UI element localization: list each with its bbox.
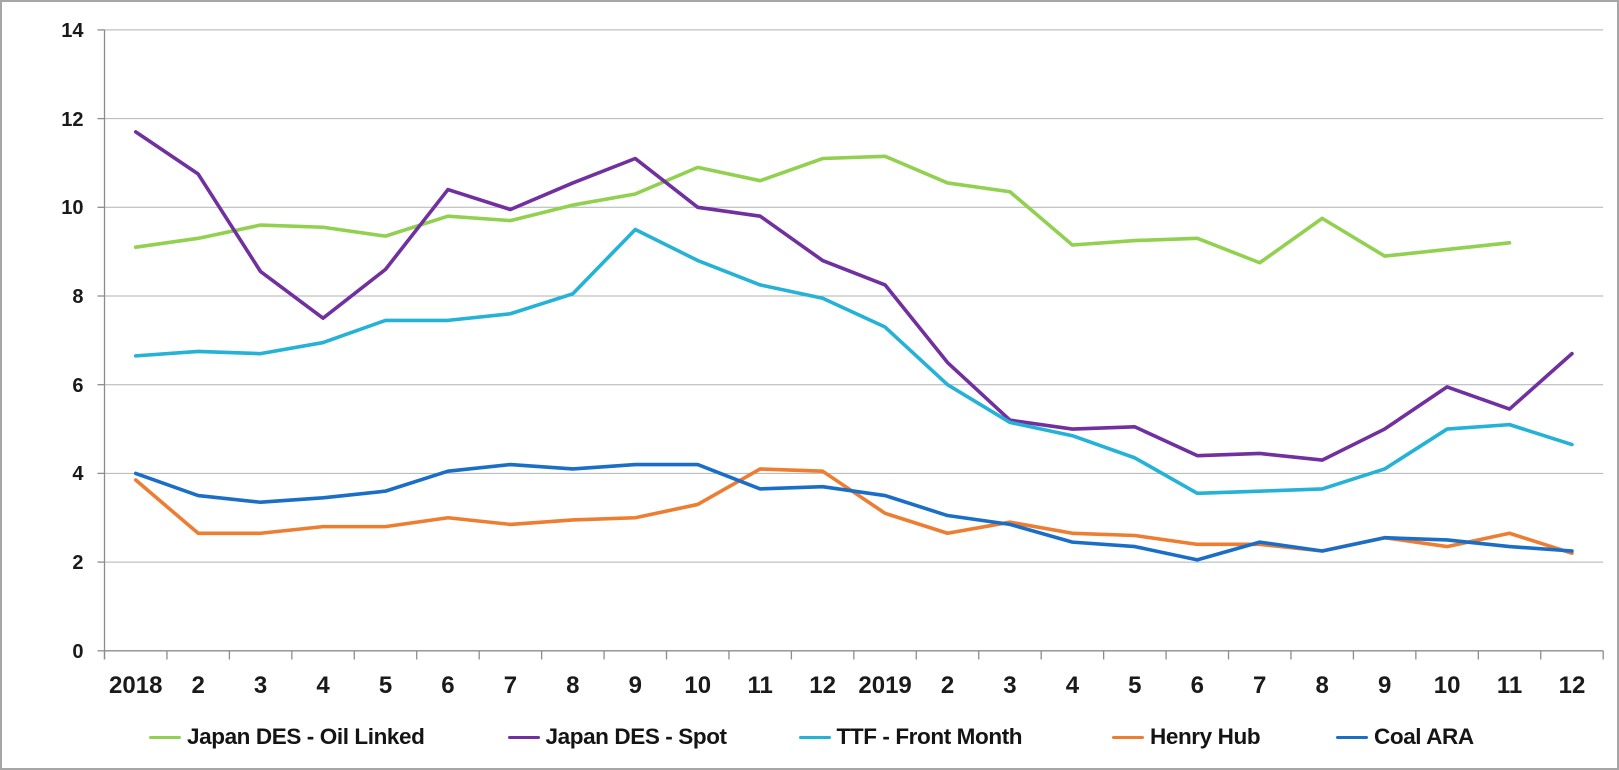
y-axis-label-0: 0 xyxy=(72,640,84,663)
x-axis-label-17: 6 xyxy=(1190,671,1204,699)
legend-swatch-2 xyxy=(798,735,831,740)
x-axis-label-16: 5 xyxy=(1128,671,1142,699)
legend-item-3: Henry Hub xyxy=(1112,722,1261,752)
x-axis-label-5: 6 xyxy=(441,671,455,699)
y-axis-label-8: 8 xyxy=(72,286,84,308)
x-axis-label-7: 8 xyxy=(566,671,580,699)
legend-swatch-1 xyxy=(507,735,540,740)
legend-label-0: Japan DES - Oil Linked xyxy=(187,724,425,750)
x-axis-label-21: 10 xyxy=(1433,671,1461,699)
legend-label-3: Henry Hub xyxy=(1150,724,1261,750)
y-axis-label-2: 2 xyxy=(72,552,84,575)
legend-swatch-4 xyxy=(1336,735,1368,740)
x-axis-label-22: 11 xyxy=(1496,671,1523,699)
legend-label-2: TTF - Front Month xyxy=(836,724,1023,750)
x-axis-label-2: 3 xyxy=(253,671,268,699)
x-axis-label-3: 4 xyxy=(316,671,330,699)
x-axis-label-12: 2019 xyxy=(858,671,912,699)
x-axis-label-4: 5 xyxy=(378,671,393,699)
legend-item-1: Japan DES - Spot xyxy=(507,722,728,752)
series-line-2 xyxy=(133,227,1574,496)
x-axis-label-1: 2 xyxy=(191,671,205,699)
legend-label-4: Coal ARA xyxy=(1374,724,1474,750)
x-axis-label-11: 12 xyxy=(809,671,836,699)
legend-swatch-0 xyxy=(149,735,181,740)
series-line-3 xyxy=(133,467,1574,556)
x-axis-label-0: 2018 xyxy=(109,671,163,699)
x-axis-label-20: 9 xyxy=(1377,671,1392,699)
legend-item-4: Coal ARA xyxy=(1336,722,1474,752)
y-axis-label-4: 4 xyxy=(72,463,84,486)
x-axis-label-10: 11 xyxy=(747,671,773,699)
legend-label-1: Japan DES - Spot xyxy=(545,724,728,750)
x-axis-label-14: 3 xyxy=(1003,671,1017,699)
x-axis-label-15: 4 xyxy=(1065,671,1080,699)
legend-item-0: Japan DES - Oil Linked xyxy=(149,722,425,752)
x-axis-label-19: 8 xyxy=(1315,671,1329,699)
x-axis-label-6: 7 xyxy=(503,671,518,699)
x-axis-label-18: 7 xyxy=(1253,671,1267,699)
x-axis-label-13: 2 xyxy=(940,671,955,699)
series-line-0 xyxy=(133,154,1512,265)
legend-item-2: TTF - Front Month xyxy=(798,722,1023,752)
y-axis-label-10: 10 xyxy=(61,197,84,220)
y-axis-label-14: 14 xyxy=(61,19,84,42)
legend-swatch-3 xyxy=(1112,735,1144,740)
series-line-4 xyxy=(133,462,1574,562)
x-axis-label-9: 10 xyxy=(684,671,712,699)
y-axis-label-6: 6 xyxy=(72,374,84,397)
y-axis-label-12: 12 xyxy=(61,108,84,131)
x-axis-label-23: 12 xyxy=(1558,671,1586,699)
series-line-1 xyxy=(133,130,1574,462)
x-axis-label-8: 9 xyxy=(628,671,642,699)
